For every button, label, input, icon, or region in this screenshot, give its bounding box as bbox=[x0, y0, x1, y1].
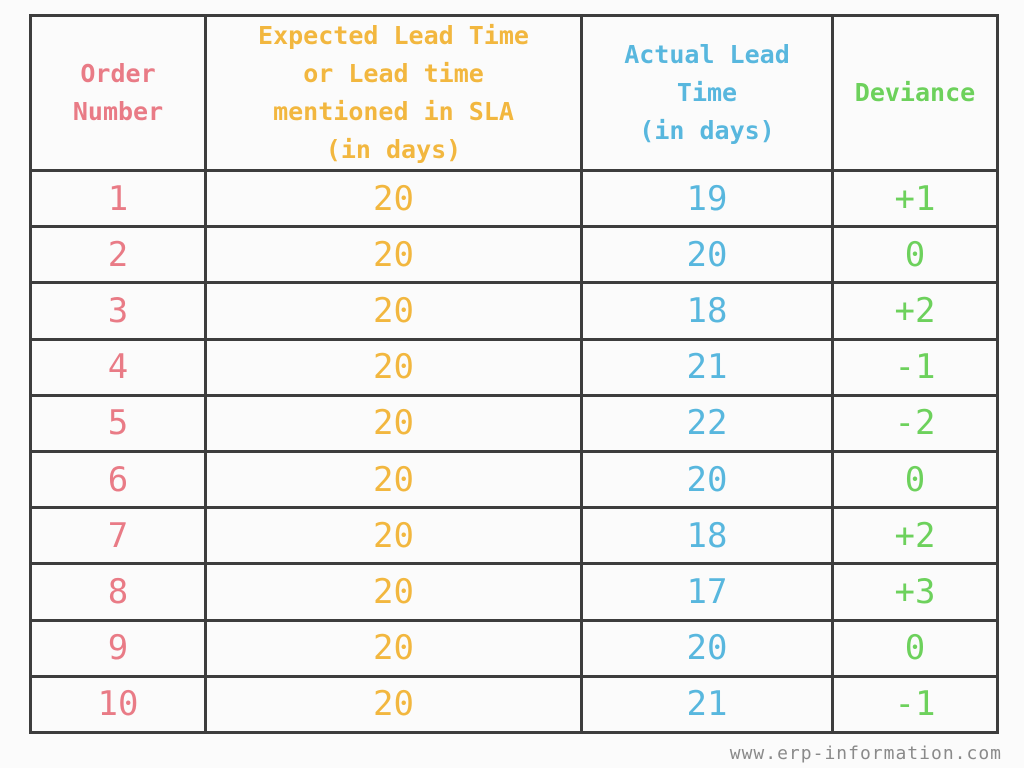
table-row: 6 20 20 0 bbox=[29, 449, 999, 510]
actual-lead-time-cell: 20 bbox=[580, 618, 834, 678]
expected-lead-time-cell: 20 bbox=[204, 562, 583, 622]
order-number-cell: 10 bbox=[29, 674, 207, 735]
table-body: 1 20 19 +1 2 20 20 0 3 20 18 +2 4 20 21 -1 5 20 22 -2 6 20 20 0… bbox=[29, 168, 999, 735]
header-line: Actual Lead bbox=[624, 40, 790, 69]
header-deviance: Deviance bbox=[831, 14, 999, 172]
deviance-cell: +2 bbox=[831, 281, 999, 341]
header-line: Deviance bbox=[854, 78, 976, 107]
header-line: mentioned in SLA bbox=[273, 97, 514, 126]
deviance-cell: +1 bbox=[831, 168, 999, 229]
watermark-text: www.erp-information.com bbox=[729, 743, 1002, 764]
table-row: 4 20 21 -1 bbox=[29, 337, 999, 397]
order-number-cell: 9 bbox=[29, 618, 207, 678]
table-row: 2 20 20 0 bbox=[29, 225, 999, 285]
deviance-cell: 0 bbox=[831, 618, 999, 678]
header-line: Order bbox=[80, 59, 156, 88]
table-row: 10 20 21 -1 bbox=[29, 674, 999, 735]
expected-lead-time-cell: 20 bbox=[204, 506, 583, 566]
expected-lead-time-cell: 20 bbox=[204, 168, 583, 229]
order-number-cell: 3 bbox=[29, 281, 207, 341]
deviance-cell: -2 bbox=[831, 393, 999, 453]
actual-lead-time-cell: 21 bbox=[580, 674, 834, 735]
table-row: 3 20 18 +2 bbox=[29, 281, 999, 341]
table-row: 7 20 18 +2 bbox=[29, 506, 999, 566]
actual-lead-time-cell: 18 bbox=[580, 281, 834, 341]
deviance-cell: +3 bbox=[831, 562, 999, 622]
expected-lead-time-cell: 20 bbox=[204, 225, 583, 285]
actual-lead-time-cell: 21 bbox=[580, 337, 834, 397]
header-line: (in days) bbox=[325, 135, 462, 164]
actual-lead-time-cell: 18 bbox=[580, 506, 834, 566]
order-number-cell: 1 bbox=[29, 168, 207, 229]
header-line: Expected Lead Time bbox=[258, 21, 529, 50]
header-actual-lead-time: Actual Lead Time (in days) bbox=[580, 14, 834, 172]
table-row: 8 20 17 +3 bbox=[29, 562, 999, 622]
order-number-cell: 8 bbox=[29, 562, 207, 622]
table-row: 5 20 22 -2 bbox=[29, 393, 999, 453]
order-number-cell: 5 bbox=[29, 393, 207, 453]
header-line: (in days) bbox=[639, 116, 775, 145]
deviance-cell: 0 bbox=[831, 449, 999, 510]
expected-lead-time-cell: 20 bbox=[204, 618, 583, 678]
order-number-cell: 2 bbox=[29, 225, 207, 285]
expected-lead-time-cell: 20 bbox=[204, 281, 583, 341]
expected-lead-time-cell: 20 bbox=[204, 449, 583, 510]
deviance-cell: 0 bbox=[831, 225, 999, 285]
actual-lead-time-cell: 19 bbox=[580, 168, 834, 229]
order-number-cell: 4 bbox=[29, 337, 207, 397]
header-order-number: Order Number bbox=[29, 14, 207, 172]
table-row: 1 20 19 +1 bbox=[29, 168, 999, 229]
order-number-cell: 7 bbox=[29, 506, 207, 566]
deviance-cell: +2 bbox=[831, 506, 999, 566]
lead-time-table: Order Number Expected Lead Time or Lead … bbox=[29, 14, 999, 735]
expected-lead-time-cell: 20 bbox=[204, 674, 583, 735]
deviance-cell: -1 bbox=[831, 337, 999, 397]
table-row: 9 20 20 0 bbox=[29, 618, 999, 678]
order-number-cell: 6 bbox=[29, 449, 207, 510]
actual-lead-time-cell: 20 bbox=[580, 225, 834, 285]
actual-lead-time-cell: 22 bbox=[580, 393, 834, 453]
header-line: or Lead time bbox=[303, 59, 484, 88]
expected-lead-time-cell: 20 bbox=[204, 337, 583, 397]
header-line: Number bbox=[72, 97, 164, 126]
deviance-cell: -1 bbox=[831, 674, 999, 735]
actual-lead-time-cell: 20 bbox=[580, 449, 834, 510]
header-row: Order Number Expected Lead Time or Lead … bbox=[29, 14, 999, 172]
actual-lead-time-cell: 17 bbox=[580, 562, 834, 622]
expected-lead-time-cell: 20 bbox=[204, 393, 583, 453]
header-expected-lead-time: Expected Lead Time or Lead time mentione… bbox=[204, 14, 583, 172]
header-line: Time bbox=[676, 78, 738, 107]
